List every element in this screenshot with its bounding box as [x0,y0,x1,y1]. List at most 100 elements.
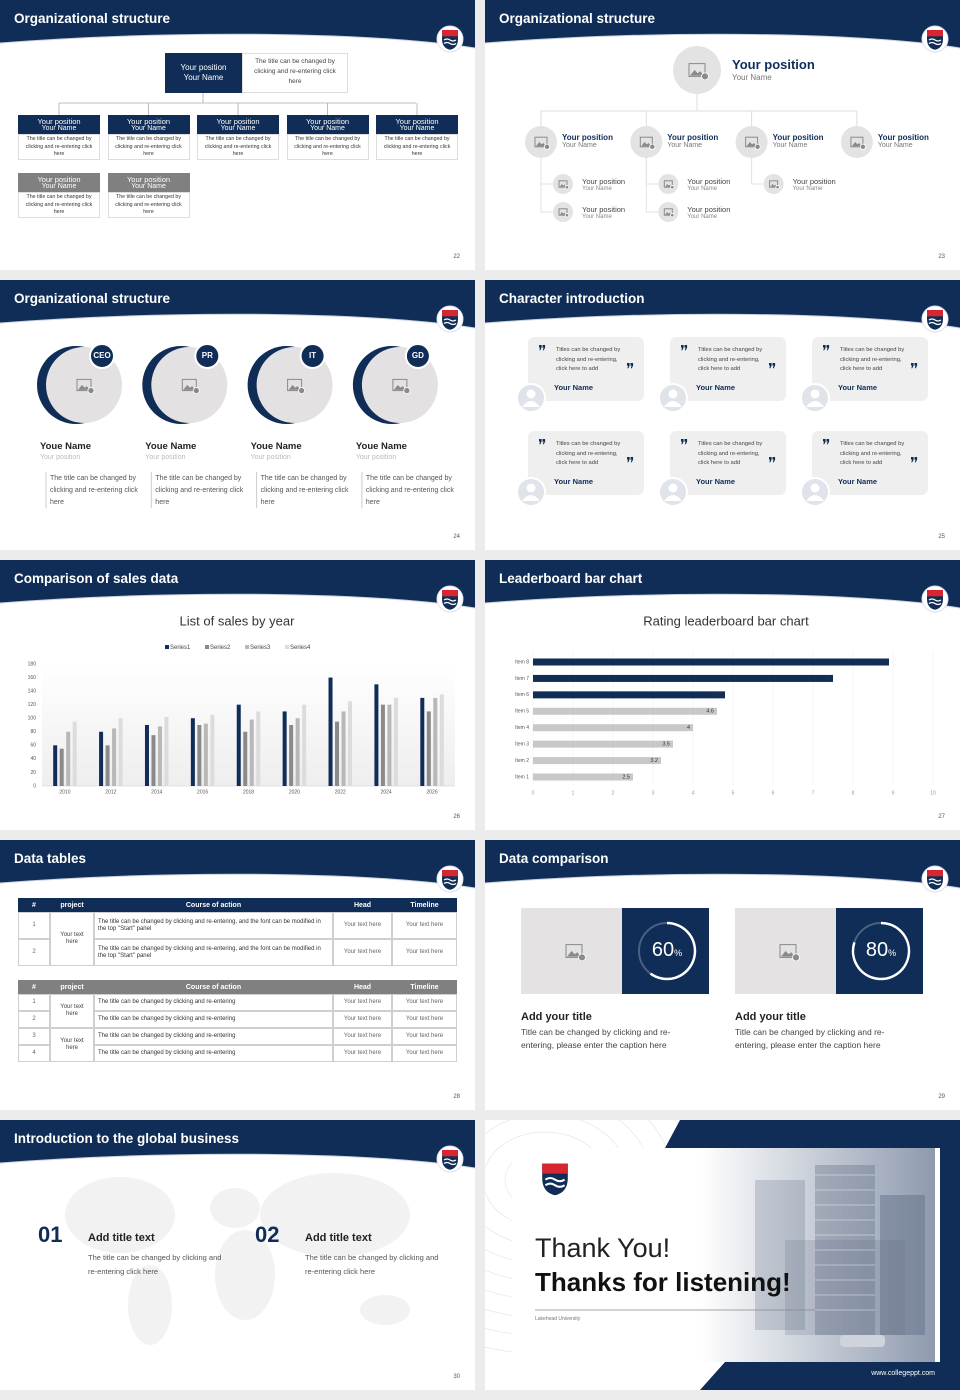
image-placeholder-icon [779,944,797,958]
bar [105,745,110,786]
slide: Data tables 28 # project Course of action Hea… [0,840,475,1110]
table-cell: Your text here [392,1045,457,1062]
x-tick-label: 2016 [197,789,208,795]
quote-card [528,337,644,401]
member-text: The title can be changed by clicking and… [204,136,272,157]
x-tick-label: 9 [892,790,895,796]
slide-graphics: List of sales by year Series1 Series2 Serie… [0,560,475,795]
x-tick-label: 10 [930,790,936,796]
member-text-box [376,134,458,160]
bar [289,725,294,786]
quote-mark [826,439,830,445]
table-header-cell: Head [333,898,392,912]
quote-text: Titles can be changed by clicking and re… [698,347,763,372]
y-tick-label: 140 [28,688,37,694]
header-curve [485,313,960,329]
slide: Character introduction 25 Titles can be ch… [485,280,960,550]
person-position: Your position [145,454,186,461]
image-placeholder-icon [745,136,759,148]
image-placeholder-icon [298,387,306,395]
logo-shield [928,318,942,326]
member-text: The title can be changed by clicking and… [115,136,182,157]
corner-band [665,1120,960,1390]
member-header [286,115,369,134]
quote-name: Your Name [838,383,878,392]
x-tick-label: 6 [772,790,775,796]
logo-shield [442,310,458,317]
slide: Rating leaderboard bar chart 0 1 2 3 4 5 6 7 8 9 10… [485,560,960,830]
page-number: 30 [453,1374,460,1380]
slide-title: Organizational structure [14,291,171,306]
legend-swatch [165,645,169,649]
child-avatar [553,174,573,194]
quote-mark [684,439,688,445]
member-text: The title can be changed by clicking and… [294,136,361,157]
image-placeholder-icon [688,63,706,77]
caption: Lakehead University [535,1316,581,1322]
slide: Data comparison 29 60% Add your title Title … [485,840,960,1110]
percent-label: 60% [637,939,697,962]
value-label: 2.5 [622,774,630,780]
slide-title: Leaderboard bar chart [499,571,643,586]
bar [295,718,300,786]
table-cell: The title can be changed by clicking and… [94,1011,333,1028]
bar [426,711,431,786]
x-tick-label: 8 [852,790,855,796]
quote-mark [911,457,914,463]
image-placeholder-icon [560,212,566,215]
value-label: 7.5 [822,676,830,682]
percent-unit: % [888,948,897,958]
member-position: Your position [877,133,929,142]
bar [533,724,693,732]
bar [118,718,123,786]
member-name: Your Name [41,125,77,132]
table-header-cell: Timeline [392,980,457,994]
image-placeholder-icon [543,143,551,150]
map-region [260,1173,410,1257]
top-name: Your Name [183,73,224,82]
x-tick-label: 7 [812,790,815,796]
image-placeholder-icon [641,142,652,147]
percent-unit: % [674,948,683,958]
quote-name: Your Name [838,477,878,486]
image-box [521,908,622,994]
connector [541,94,857,112]
page-number: 28 [453,1094,460,1100]
member-header [107,115,190,134]
avatar-head [668,483,678,493]
logo-shield [442,590,458,597]
image-placeholder-icon [670,213,675,218]
image-placeholder-icon [87,387,95,395]
value-label: 3.2 [650,758,658,764]
page-number: 25 [938,534,945,540]
x-tick-label: 2012 [105,789,116,795]
map-region [65,1177,175,1253]
bar [66,731,71,786]
image-placeholder-icon [670,185,675,190]
table-header-cell: Timeline [392,898,457,912]
image-placeholder-icon [567,951,581,957]
image-placeholder-icon [192,387,200,395]
plot-area [42,664,455,786]
member-name: Your Name [41,183,77,190]
card-title: Add your title [521,1011,592,1023]
logo-shield [443,38,457,46]
thanks-line-2: Thanks for listening! [535,1267,791,1297]
y-tick-label: 40 [30,756,36,762]
child-avatar [658,174,679,194]
image-placeholder-icon [564,185,570,190]
bar [197,725,202,786]
bar [420,697,425,786]
bar [210,714,215,786]
table-cell: Your text here [392,1028,457,1045]
quote-text: Titles can be changed by clicking and re… [840,347,905,372]
member-text: The title can be changed by clicking and… [383,136,451,157]
top-box [165,53,242,93]
person-position: Your position [355,454,397,461]
connector [540,158,553,185]
image-placeholder-icon [536,142,546,147]
connector [540,158,553,213]
x-tick-label: 2024 [381,789,392,795]
chart-title: List of sales by year [180,613,296,628]
slide: Introduction to the global business 30 01 A… [0,1120,475,1390]
